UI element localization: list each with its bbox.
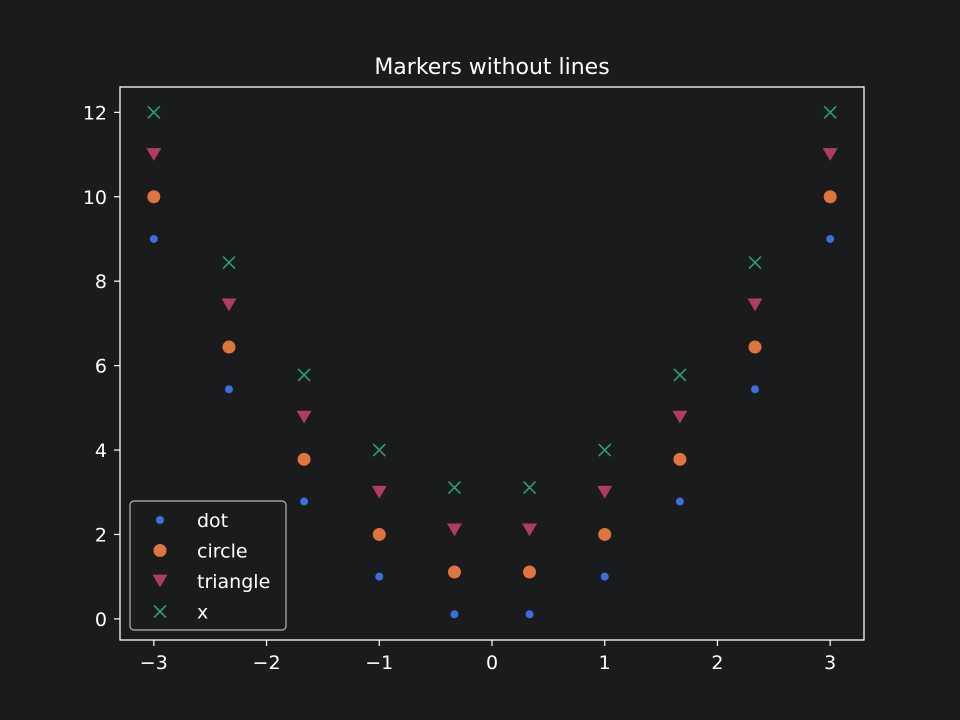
y-tick-label: 8 (95, 271, 107, 293)
point-dot-7 (675, 497, 684, 506)
point-dot-8 (750, 385, 759, 394)
point-x-6 (598, 443, 612, 457)
x-tick-label: −3 (140, 652, 168, 674)
legend-marker-dot (156, 516, 164, 524)
y-tick-label: 0 (95, 609, 107, 631)
legend-label: x (197, 602, 208, 624)
point-triangle-8 (747, 298, 763, 312)
x-tick-label: 3 (824, 652, 836, 674)
point-triangle-0 (146, 148, 162, 161)
point-circle-0 (147, 190, 161, 204)
point-x-7 (673, 368, 687, 382)
point-triangle-6 (597, 485, 613, 499)
point-dot-2 (300, 497, 309, 506)
point-dot-4 (450, 610, 459, 619)
plot-area-marks (146, 105, 838, 619)
legend-label: circle (197, 541, 248, 563)
point-circle-5 (523, 565, 537, 579)
point-x-3 (372, 443, 386, 457)
legend: dot circle triangle x (129, 500, 287, 631)
point-circle-3 (372, 527, 386, 541)
chart-title: Markers without lines (374, 55, 609, 80)
point-dot-0 (149, 234, 158, 243)
y-tick-label: 10 (83, 187, 107, 209)
y-tick-label: 2 (95, 524, 107, 546)
x-tick-label: 0 (486, 652, 498, 674)
y-tick-label: 4 (95, 440, 107, 462)
point-triangle-5 (522, 523, 538, 537)
y-tick-label: 6 (95, 356, 107, 378)
x-axis: −3 −2 −1 0 1 2 3 (140, 640, 836, 674)
point-triangle-1 (221, 298, 237, 312)
point-triangle-9 (822, 148, 838, 161)
point-x-8 (748, 256, 762, 270)
point-dot-5 (525, 610, 534, 619)
point-dot-9 (826, 234, 835, 243)
point-circle-7 (673, 452, 687, 466)
point-x-1 (222, 256, 236, 270)
legend-marker-triangle (152, 574, 168, 588)
point-circle-6 (598, 527, 612, 541)
x-tick-label: −2 (253, 652, 281, 674)
x-tick-label: −1 (365, 652, 393, 674)
point-triangle-3 (371, 485, 387, 499)
point-dot-1 (225, 385, 234, 394)
point-x-5 (522, 481, 537, 495)
x-tick-label: 1 (599, 652, 611, 674)
point-x-4 (447, 481, 462, 495)
point-circle-9 (823, 190, 837, 204)
legend-marker-x (153, 604, 167, 619)
point-circle-2 (297, 452, 311, 466)
point-dot-6 (600, 572, 609, 581)
point-triangle-4 (446, 523, 462, 537)
point-x-2 (297, 368, 311, 382)
y-tick-label: 12 (83, 102, 107, 124)
point-circle-1 (222, 340, 236, 354)
point-x-0 (147, 105, 161, 119)
legend-box (129, 500, 287, 631)
point-triangle-2 (296, 410, 312, 424)
point-triangle-7 (672, 410, 688, 424)
x-tick-label: 2 (711, 652, 723, 674)
point-x-9 (823, 105, 837, 119)
point-dot-3 (375, 572, 384, 581)
legend-label: dot (197, 510, 228, 532)
y-axis: 0 2 4 6 8 10 12 (83, 102, 120, 631)
point-circle-4 (447, 565, 461, 579)
legend-label: triangle (197, 571, 270, 593)
legend-marker-circle (153, 544, 167, 557)
point-circle-8 (748, 340, 762, 354)
